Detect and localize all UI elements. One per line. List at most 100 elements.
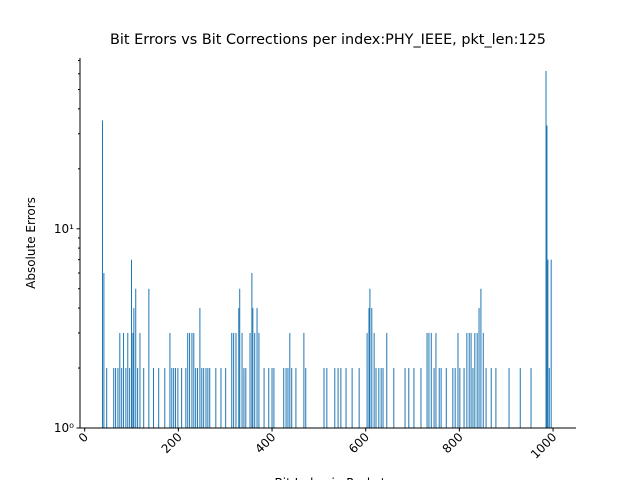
bar [195, 368, 197, 428]
bar [164, 368, 166, 428]
bar [482, 332, 484, 428]
bar [169, 332, 171, 428]
x-tick-label: 1000 [528, 430, 559, 461]
bar [463, 368, 465, 428]
x-tick-label: 600 [346, 430, 372, 456]
bar [291, 368, 293, 428]
bar [143, 368, 145, 428]
bar [268, 368, 270, 428]
bar [205, 368, 207, 428]
bar [468, 332, 470, 428]
bar [271, 368, 273, 428]
bar [252, 308, 254, 428]
x-tick-label: 0 [76, 430, 91, 445]
y-axis-label: Absolute Errors [24, 197, 38, 289]
bar [193, 332, 195, 428]
bar [454, 368, 456, 428]
bar [303, 332, 305, 428]
bar [207, 368, 209, 428]
bar [428, 332, 430, 428]
bar [251, 272, 253, 428]
bar [459, 368, 461, 428]
bar [530, 368, 532, 428]
bar [115, 368, 117, 428]
bar [209, 368, 211, 428]
bar [438, 368, 440, 428]
bar [135, 288, 137, 428]
bar [547, 259, 549, 428]
bar [305, 368, 307, 428]
bar [249, 332, 251, 428]
bar [132, 332, 134, 428]
bar [239, 288, 241, 428]
bar [121, 368, 123, 428]
bar [263, 368, 265, 428]
bar [476, 332, 478, 428]
bar [139, 332, 141, 428]
bar [189, 332, 191, 428]
bar [289, 332, 291, 428]
bar [452, 368, 454, 428]
bar [137, 368, 139, 428]
bar [131, 259, 133, 428]
bar [373, 332, 375, 428]
bar [254, 332, 256, 428]
bar [117, 368, 119, 428]
bar [258, 332, 260, 428]
bar [181, 368, 183, 428]
bar [173, 368, 175, 428]
bar [420, 368, 422, 428]
bar [175, 368, 177, 428]
bar [382, 368, 384, 428]
bar [185, 368, 187, 428]
x-tick-label: 200 [159, 430, 185, 456]
x-tick-label: 800 [440, 430, 466, 456]
bar [386, 332, 388, 428]
bar [478, 308, 480, 428]
bar [470, 332, 472, 428]
bar [393, 368, 395, 428]
bar [485, 368, 487, 428]
bar [241, 332, 243, 428]
bar [519, 368, 521, 428]
bar [358, 368, 360, 428]
bar [435, 332, 437, 428]
bar [466, 332, 468, 428]
bar [103, 272, 105, 428]
bar [340, 368, 342, 428]
y-tick-label: 10⁰ [54, 421, 74, 435]
bar [123, 332, 125, 428]
bar [548, 368, 550, 428]
bar [550, 259, 552, 428]
bar [445, 368, 447, 428]
bar [404, 368, 406, 428]
bar [369, 288, 371, 428]
bar [408, 368, 410, 428]
bar [238, 308, 240, 428]
bar [474, 332, 476, 428]
bar [133, 308, 135, 428]
bar [368, 308, 370, 428]
bar [334, 368, 336, 428]
bar [295, 368, 297, 428]
bar [371, 308, 373, 428]
bar [480, 288, 482, 428]
bar [225, 368, 227, 428]
bar [203, 368, 205, 428]
bar [215, 368, 217, 428]
bar [245, 368, 247, 428]
bar [191, 332, 193, 428]
bar [287, 368, 289, 428]
bar [457, 332, 459, 428]
bar [256, 308, 258, 428]
bar [323, 368, 325, 428]
bar [106, 368, 108, 428]
bar [345, 368, 347, 428]
y-tick-label: 10¹ [54, 222, 74, 236]
bar [273, 368, 275, 428]
bar [440, 368, 442, 428]
bar [337, 368, 339, 428]
bar [490, 368, 492, 428]
